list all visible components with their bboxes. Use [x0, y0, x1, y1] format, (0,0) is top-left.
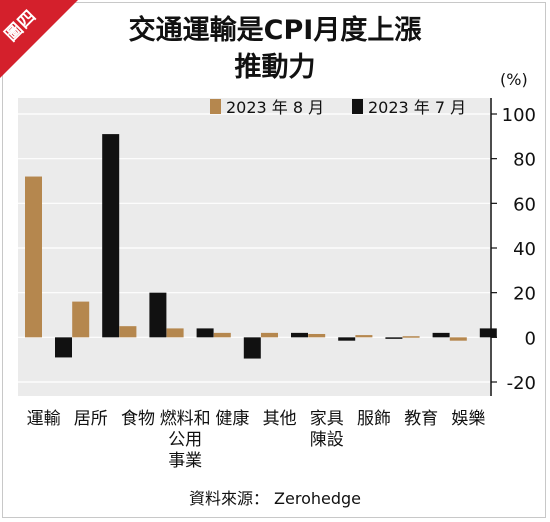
x-tick-label: 教育 — [404, 409, 438, 429]
chart-title-line-2: 推動力 — [234, 52, 316, 83]
bar-jul — [385, 337, 403, 339]
bar-jul — [196, 328, 214, 338]
x-tick-label: 陳設 — [310, 430, 344, 450]
data-source: 資料來源： Zerohedge — [188, 489, 362, 508]
bar-aug — [355, 335, 373, 338]
bar-jul — [243, 337, 261, 359]
x-tick-label: 家具 — [310, 409, 344, 429]
legend-label: 2023 年 8 月 — [226, 98, 324, 117]
bar-aug — [25, 176, 42, 338]
figure-number-badge — [0, 0, 78, 78]
bar-aug — [308, 333, 326, 338]
legend-swatch — [210, 99, 221, 114]
x-tick-label: 事業 — [168, 451, 202, 471]
x-tick-label: 服飾 — [357, 409, 391, 429]
bar-aug — [449, 337, 467, 341]
bar-aug — [166, 328, 184, 338]
x-tick-label: 公用 — [168, 430, 202, 450]
y-tick-label: 0 — [525, 328, 536, 349]
x-tick-label: 燃料和 — [160, 409, 211, 429]
y-tick-label: 20 — [513, 284, 536, 305]
bar-aug — [72, 301, 90, 338]
x-tick-label: 居所 — [74, 409, 108, 429]
x-tick-label: 娛樂 — [451, 409, 485, 429]
y-tick-label: 80 — [513, 150, 536, 171]
bar-jul — [291, 332, 308, 338]
x-tick-label: 運輸 — [27, 409, 61, 429]
y-tick-label: 40 — [513, 239, 536, 260]
x-tick-label: 其他 — [263, 409, 297, 429]
bar-jul — [432, 332, 450, 338]
x-tick-label: 食物 — [121, 409, 155, 429]
bar-jul — [102, 134, 120, 338]
bar-aug — [402, 336, 420, 338]
legend-label: 2023 年 7 月 — [368, 98, 466, 117]
legend-swatch — [352, 99, 363, 114]
y-tick-label: 60 — [513, 194, 536, 215]
y-tick-label: 100 — [502, 105, 536, 126]
bar-aug — [119, 326, 137, 338]
x-tick-label: 健康 — [215, 409, 249, 429]
y-tick-label: -20 — [507, 373, 536, 394]
bar-jul — [149, 292, 167, 338]
bar-jul — [479, 328, 497, 338]
y-axis-unit: (%) — [500, 70, 528, 89]
figure-frame — [2, 2, 546, 518]
bar-jul — [338, 337, 356, 341]
chart-title-line-1: 交通運輸是CPI月度上漲 — [128, 15, 422, 46]
bar-aug — [261, 332, 278, 338]
bar-jul — [55, 337, 72, 358]
bar-aug — [213, 332, 231, 338]
